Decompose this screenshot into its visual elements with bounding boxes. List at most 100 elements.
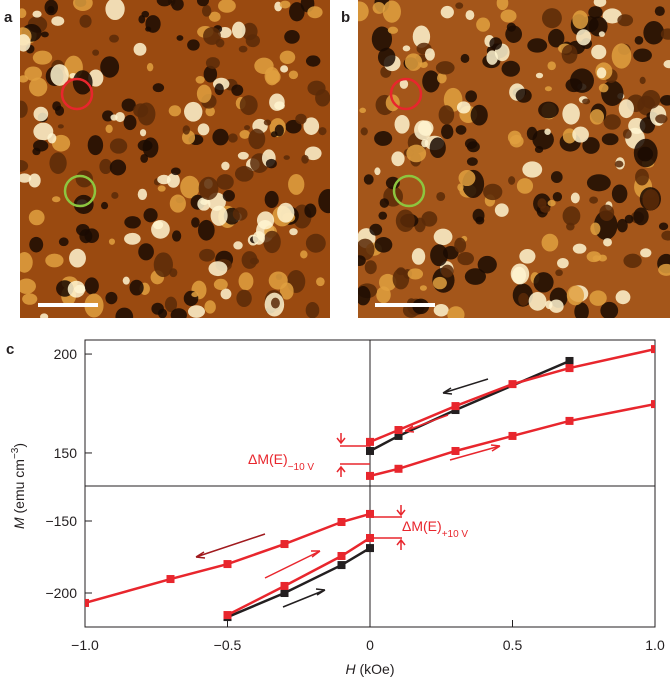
texture-blob — [28, 173, 41, 188]
texture-blob — [535, 72, 544, 79]
panel-label: c — [6, 341, 14, 358]
texture-blob — [220, 288, 232, 300]
texture-blob — [166, 173, 180, 188]
texture-blob — [402, 45, 411, 52]
texture-blob — [588, 6, 603, 19]
texture-blob — [288, 173, 305, 195]
texture-blob — [200, 199, 209, 206]
texture-blob — [565, 78, 583, 93]
texture-blob — [660, 28, 670, 40]
texture-blob — [500, 9, 517, 23]
texture-blob — [55, 105, 65, 116]
texture-blob — [465, 10, 475, 21]
texture-blob — [582, 137, 600, 154]
texture-blob — [643, 21, 665, 45]
texture-blob — [395, 209, 415, 232]
texture-blob — [305, 233, 326, 253]
texture-blob — [111, 192, 119, 199]
texture-blob — [300, 250, 308, 259]
texture-blob — [377, 47, 396, 67]
texture-blob — [151, 302, 164, 315]
texture-blob — [168, 105, 182, 117]
texture-blob — [509, 134, 524, 148]
texture-blob — [279, 0, 291, 9]
delta-marker — [336, 433, 370, 477]
texture-blob — [195, 75, 205, 84]
x-label-unit: (kOe) — [356, 661, 395, 677]
texture-blob — [24, 66, 42, 81]
texture-blob — [213, 278, 228, 291]
annotation: ΔM(E)+10 V — [402, 518, 468, 540]
texture-blob — [170, 308, 187, 318]
texture-blob — [198, 176, 219, 201]
texture-blob — [316, 277, 325, 287]
texture-blob — [203, 27, 221, 45]
texture-blob — [458, 170, 476, 187]
texture-blob — [429, 137, 446, 159]
texture-blob — [549, 299, 564, 313]
texture-blob — [69, 248, 86, 268]
texture-blob — [265, 158, 277, 169]
texture-blob — [208, 11, 221, 22]
texture-blob — [635, 168, 649, 186]
texture-blob — [359, 107, 367, 114]
texture-blob — [603, 114, 621, 130]
texture-blob — [51, 134, 71, 152]
texture-blob — [639, 117, 656, 134]
texture-blob — [164, 296, 178, 313]
texture-blob — [374, 167, 381, 176]
texture-blob — [157, 174, 171, 185]
texture-blob — [391, 151, 405, 167]
texture-blob — [140, 153, 149, 163]
texture-blob — [295, 113, 307, 125]
texture-blob — [270, 131, 278, 138]
texture-blob — [187, 305, 205, 318]
annotation: ΔM(E)−10 V — [248, 451, 314, 473]
data-point — [565, 364, 574, 373]
data-point — [280, 581, 289, 590]
texture-blob — [304, 146, 322, 161]
texture-blob — [430, 244, 448, 267]
texture-blob — [197, 219, 215, 241]
texture-blob — [100, 56, 120, 78]
texture-blob — [20, 173, 32, 183]
data-point — [451, 446, 460, 455]
texture-blob — [289, 2, 305, 22]
texture-blob — [515, 88, 532, 103]
texture-blob — [566, 285, 585, 306]
texture-blob — [152, 83, 165, 93]
texture-blob — [20, 160, 29, 172]
data-point — [565, 356, 574, 365]
texture-blob — [404, 53, 423, 71]
y-label-end: ) — [11, 443, 27, 448]
texture-blob — [589, 290, 607, 306]
texture-blob — [598, 83, 609, 93]
texture-blob — [231, 84, 244, 96]
texture-blob — [304, 203, 317, 218]
data-point — [508, 380, 517, 389]
texture-blob — [510, 263, 530, 285]
data-point — [451, 402, 460, 411]
texture-blob — [67, 280, 86, 298]
texture-blob — [582, 98, 591, 105]
texture-blob — [483, 183, 503, 201]
texture-blob — [315, 89, 330, 107]
texture-blob — [541, 233, 559, 252]
texture-blob — [100, 201, 109, 210]
green-circle — [392, 174, 426, 208]
data-point — [337, 551, 346, 560]
texture-blob — [432, 276, 447, 290]
texture-blob — [92, 49, 100, 56]
texture-blob — [378, 211, 388, 220]
texture-blob — [40, 313, 49, 318]
x-label-symbol: H — [345, 661, 356, 677]
texture-blob — [566, 222, 575, 231]
texture-blob — [617, 14, 634, 27]
image-b — [358, 0, 670, 318]
texture-blob — [277, 202, 295, 223]
texture-blob — [412, 25, 431, 48]
texture-blob — [654, 6, 665, 17]
annotation-subscript: −10 V — [288, 462, 315, 473]
texture-blob — [371, 26, 393, 52]
